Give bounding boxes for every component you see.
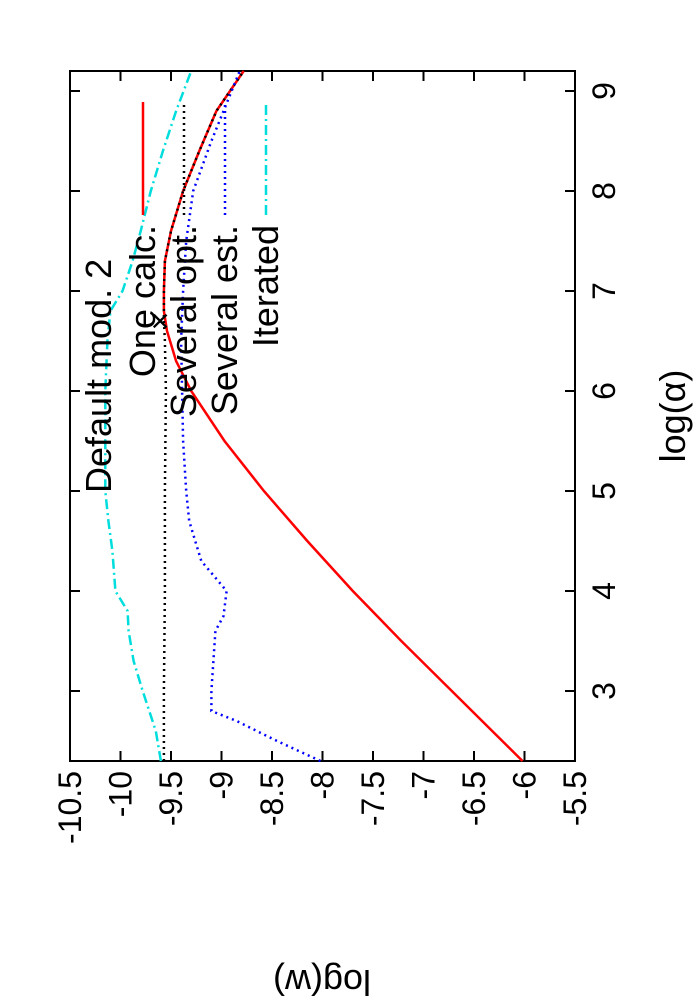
- y-tick-label: -6.5: [456, 771, 492, 826]
- y-tick-label: -8: [305, 771, 341, 799]
- chart-title: Default mod. 2: [78, 259, 119, 493]
- plot-frame: [69, 70, 576, 762]
- ticks: 3 4 5 6 7 8 9 -5.5 -6 -6.5 -7 -7.5 -8 -8.5 -9 -9.5 -10 -1…: [52, 71, 622, 844]
- y-tick-label: -7.5: [355, 771, 391, 826]
- legend-label: Several est.: [204, 225, 245, 415]
- x-tick-label: 9: [586, 82, 622, 100]
- y-tick-label: -10: [103, 771, 139, 817]
- y-tick-label: -8.5: [254, 771, 290, 826]
- x-tick-label: 4: [586, 582, 622, 600]
- optimum-marker: ×: [142, 312, 178, 331]
- legend: One calc. Several opt. Several est. Iterate…: [122, 102, 286, 417]
- series-line-4: [104, 70, 193, 762]
- series-lines: [104, 70, 524, 763]
- legend-label: One calc.: [122, 225, 163, 377]
- y-tick-label: -9: [204, 771, 240, 799]
- y-tick-label: -9.5: [153, 771, 189, 826]
- legend-label: Several opt.: [163, 225, 204, 417]
- y-axis-label: log(w): [273, 962, 371, 1000]
- y-tick-label: -7: [406, 771, 442, 799]
- x-tick-label: 3: [586, 682, 622, 700]
- y-tick-label: -6: [507, 771, 543, 799]
- series-line-2: [162, 70, 245, 761]
- series-line-1: [162, 70, 524, 762]
- x-tick-label: 6: [586, 382, 622, 400]
- x-tick-label: 5: [586, 482, 622, 500]
- y-tick-label: -10.5: [52, 771, 88, 844]
- rotated-plot: 3 4 5 6 7 8 9 -5.5 -6 -6.5 -7 -7.5 -8 -8.5 -9 -9.5 -10 -1…: [52, 70, 693, 1000]
- x-tick-label: 7: [586, 282, 622, 300]
- markers: ×: [142, 312, 178, 331]
- y-tick-label: -5.5: [557, 771, 593, 826]
- x-tick-label: 8: [586, 182, 622, 200]
- x-axis-label: log(α): [652, 370, 693, 463]
- legend-label: Iterated: [245, 225, 286, 347]
